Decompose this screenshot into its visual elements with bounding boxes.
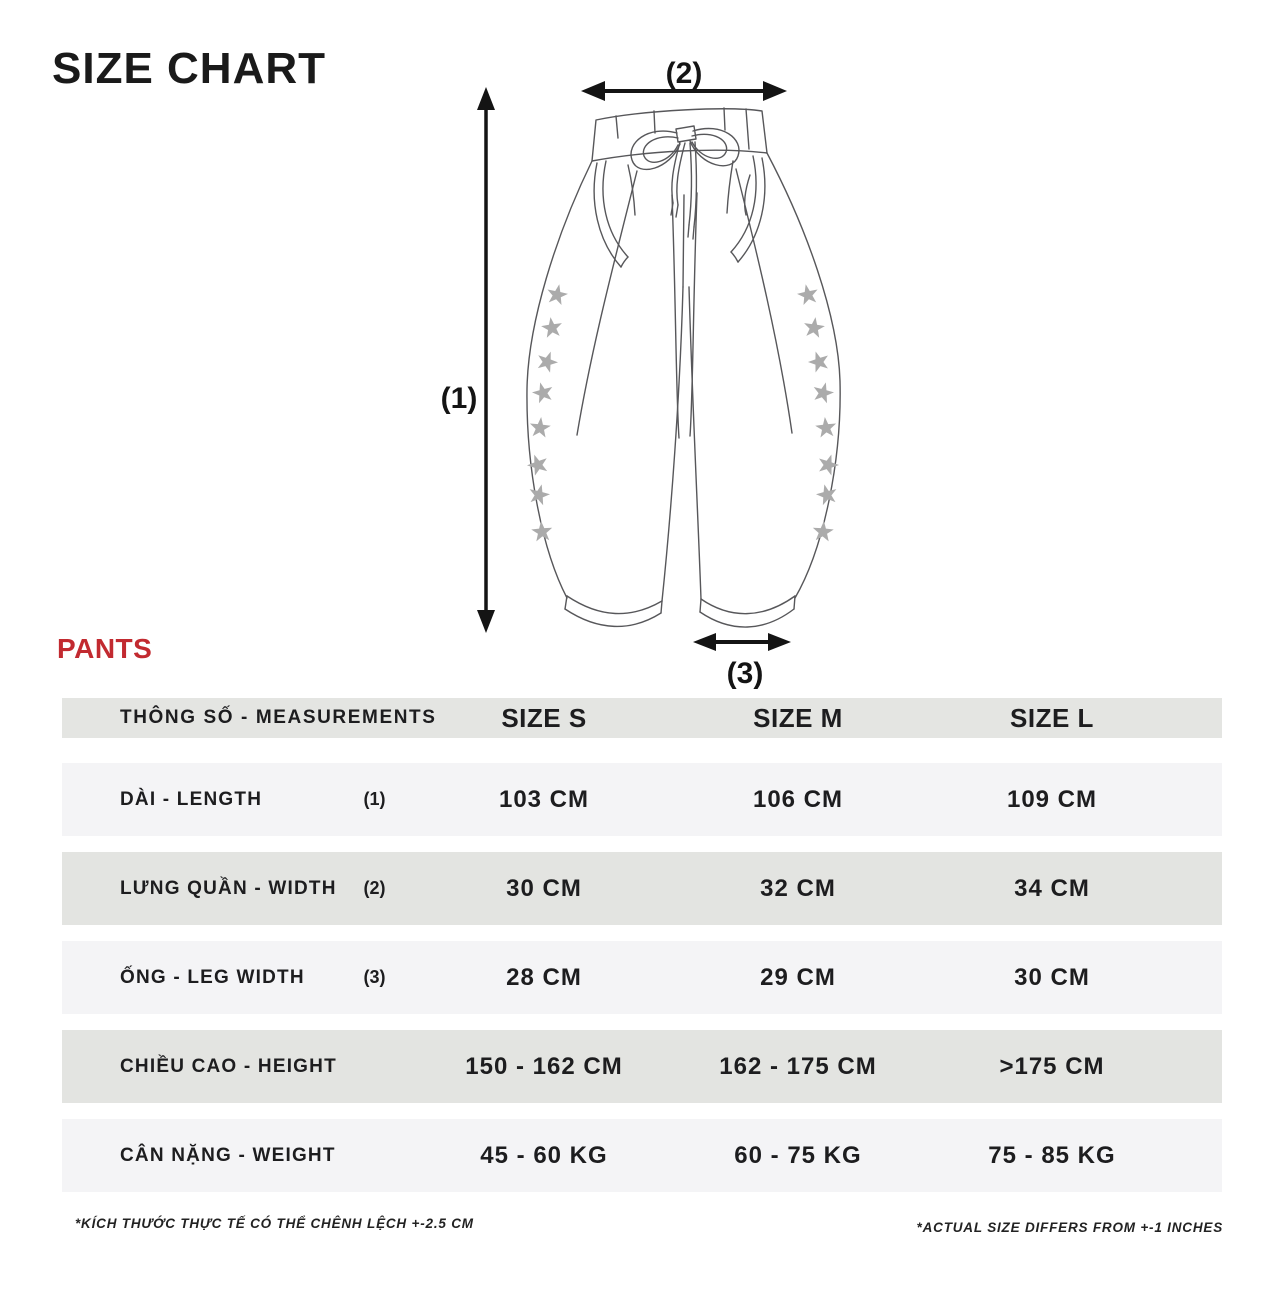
table-row-weight: CÂN NẶNG - WEIGHT 45 - 60 KG 60 - 75 KG …: [62, 1119, 1222, 1192]
width-measure-arrow-icon: [581, 81, 787, 101]
row-value-m: 60 - 75 KG: [734, 1141, 862, 1169]
star-icon: [544, 282, 570, 306]
table-row-length: DÀI - LENGTH (1) 103 CM 106 CM 109 CM: [62, 763, 1222, 836]
star-icon: [815, 451, 842, 477]
leg-width-measure-arrow-icon: [693, 633, 791, 651]
star-icon: [526, 481, 552, 507]
row-ref: (2): [363, 878, 386, 898]
row-label: DÀI - LENGTH: [120, 788, 263, 810]
table-row-waist-width: LƯNG QUẦN - WIDTH (2) 30 CM 32 CM 34 CM: [62, 852, 1222, 925]
leg-width-label: (3): [727, 657, 764, 690]
row-ref: (1): [363, 789, 386, 809]
star-icon: [534, 348, 561, 374]
row-value-s: 150 - 162 CM: [465, 1052, 623, 1080]
row-value-m: 32 CM: [760, 874, 836, 902]
row-value-m: 29 CM: [760, 963, 836, 991]
row-value-m: 106 CM: [752, 785, 844, 813]
row-label: LƯNG QUẦN - WIDTH: [120, 877, 337, 899]
pants-sketch: [526, 107, 841, 628]
row-value-s: 103 CM: [498, 785, 590, 813]
star-icon: [530, 379, 556, 405]
header-size-m: SIZE M: [753, 702, 843, 733]
star-icon: [814, 415, 838, 438]
header-size-s: SIZE S: [501, 702, 587, 733]
star-icon: [802, 315, 826, 339]
row-value-l: 30 CM: [1014, 963, 1090, 991]
row-value-l: 75 - 85 KG: [988, 1141, 1116, 1169]
star-icon: [795, 282, 821, 306]
table-header-row: THÔNG SỐ - MEASUREMENTS SIZE S SIZE M SI…: [62, 698, 1222, 738]
size-table: THÔNG SỐ - MEASUREMENTS SIZE S SIZE M SI…: [62, 698, 1222, 1208]
star-icon: [540, 315, 564, 339]
row-value-l: >175 CM: [999, 1052, 1105, 1080]
footnote-vietnamese: *KÍCH THƯỚC THỰC TẾ CÓ THỂ CHÊNH LỆCH +-…: [75, 1216, 474, 1231]
page-title: SIZE CHART: [52, 44, 326, 93]
star-icon: [811, 520, 835, 542]
row-label: CHIỀU CAO - HEIGHT: [120, 1055, 337, 1077]
row-value-l: 34 CM: [1014, 874, 1090, 902]
row-label: ỐNG - LEG WIDTH: [120, 966, 305, 988]
star-icon: [530, 520, 554, 542]
row-value-s: 45 - 60 KG: [480, 1141, 608, 1169]
pants-measurement-diagram: (1) (2) (3): [441, 57, 842, 690]
section-label-pants: PANTS: [57, 633, 153, 664]
row-label: CÂN NẶNG - WEIGHT: [120, 1144, 336, 1166]
row-value-m: 162 - 175 CM: [719, 1052, 877, 1080]
header-size-l: SIZE L: [1010, 702, 1094, 733]
length-label: (1): [441, 382, 478, 415]
row-value-s: 28 CM: [506, 963, 582, 991]
star-decorations: [524, 282, 842, 542]
star-icon: [810, 379, 836, 405]
row-value-l: 109 CM: [1006, 785, 1098, 813]
width-label: (2): [666, 57, 703, 90]
star-icon: [528, 415, 552, 438]
footnote-english: *ACTUAL SIZE DIFFERS FROM +-1 INCHES: [916, 1220, 1223, 1235]
row-value-s: 30 CM: [506, 874, 582, 902]
star-icon: [524, 451, 551, 477]
star-icon: [814, 481, 840, 507]
table-row-leg-width: ỐNG - LEG WIDTH (3) 28 CM 29 CM 30 CM: [62, 941, 1222, 1014]
length-measure-arrow-icon: [477, 87, 495, 633]
header-measurements: THÔNG SỐ - MEASUREMENTS: [120, 707, 437, 728]
row-ref: (3): [363, 967, 386, 987]
table-row-height: CHIỀU CAO - HEIGHT 150 - 162 CM 162 - 17…: [62, 1030, 1222, 1103]
star-icon: [805, 348, 832, 374]
